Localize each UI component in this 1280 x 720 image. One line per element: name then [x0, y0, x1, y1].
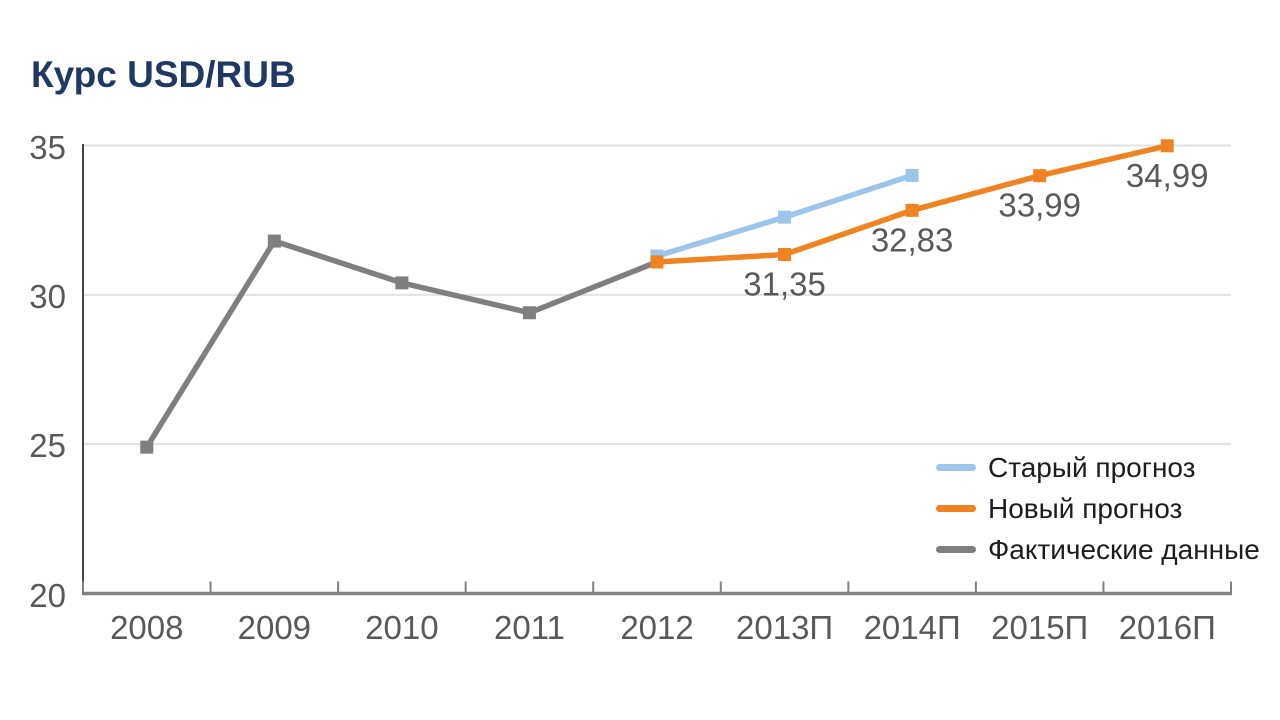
marker-actual-2011: [522, 306, 536, 320]
marker-old-forecast-2013П: [778, 210, 792, 224]
data-label-2014П: 32,83: [871, 221, 954, 258]
chart-title: Курс USD/RUB: [31, 54, 296, 95]
x-axis-labels: 2008 2009 2010 2011 2012 2013П 2014П 201…: [83, 606, 1231, 650]
x-tick-label-2013p: 2013П: [736, 609, 834, 646]
data-label-2016П: 34,99: [1126, 157, 1209, 194]
marker-new-forecast-2013П: [778, 248, 792, 262]
marker-actual-2009: [267, 234, 281, 248]
y-tick-label-20: 20: [29, 577, 66, 614]
chart-legend: Старый прогноз Новый прогноз Фактические…: [936, 447, 1260, 570]
marker-old-forecast-2014П: [905, 168, 919, 182]
y-tick-label-30: 30: [29, 278, 66, 315]
y-tick-label-35: 35: [29, 129, 66, 166]
marker-new-forecast-2014П: [905, 203, 919, 217]
x-tick-label-2012: 2012: [620, 609, 694, 646]
data-label-2013П: 31,35: [743, 266, 826, 303]
legend-line-swatch-actual: [936, 546, 976, 553]
marker-new-forecast-2015П: [1033, 169, 1047, 183]
legend-item-old-forecast: Старый прогноз: [936, 447, 1260, 488]
legend-line-swatch-new-forecast: [936, 505, 976, 512]
legend-label-old-forecast: Старый прогноз: [988, 452, 1196, 483]
x-tick-label-2015p: 2015П: [991, 609, 1089, 646]
x-tick-label-2016p: 2016П: [1118, 609, 1216, 646]
legend-label-actual: Фактические данные: [988, 534, 1260, 565]
x-tick-label-2009: 2009: [237, 609, 312, 646]
x-tick-label-2010: 2010: [365, 609, 439, 646]
marker-actual-2008: [140, 440, 154, 454]
legend-line-swatch-old-forecast: [936, 464, 976, 471]
series-line-actual: [144, 237, 659, 449]
data-label-2015П: 33,99: [998, 187, 1081, 224]
marker-actual-2010: [395, 276, 409, 290]
marker-new-forecast-2016П: [1160, 139, 1174, 153]
x-tick-label-2014p: 2014П: [863, 609, 961, 646]
legend-label-new-forecast: Новый прогноз: [988, 493, 1183, 524]
legend-item-actual: Фактические данные: [936, 529, 1260, 570]
y-tick-label-25: 25: [29, 427, 66, 464]
marker-new-forecast-2012: [650, 255, 664, 269]
x-tick-label-2008: 2008: [110, 609, 184, 646]
legend-item-new-forecast: Новый прогноз: [936, 488, 1260, 529]
x-tick-label-2011: 2011: [493, 609, 565, 646]
